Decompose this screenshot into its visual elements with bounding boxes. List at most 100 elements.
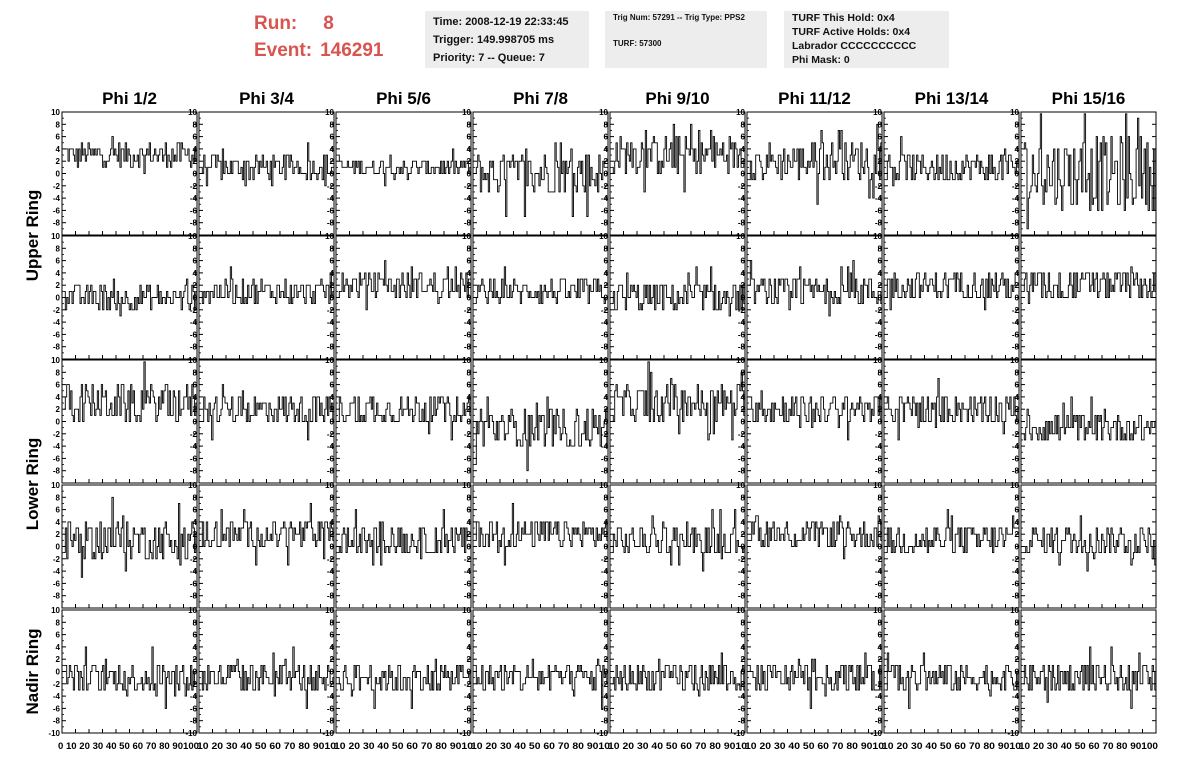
y-tick-label: 0: [1015, 543, 1020, 552]
y-tick-label: 8: [56, 493, 61, 502]
y-tick-label: 4: [467, 643, 472, 652]
y-tick-label: 0: [193, 418, 198, 427]
y-tick-label: -8: [190, 467, 198, 476]
y-tick-label: 0: [741, 543, 746, 552]
y-tick-label: 6: [193, 133, 198, 142]
waveform-trace: [1023, 266, 1157, 305]
y-tick-label: 10: [51, 481, 60, 490]
y-tick-label: 8: [467, 493, 472, 502]
y-tick-label: 2: [467, 281, 472, 290]
y-tick-label: 0: [467, 668, 472, 677]
y-tick-label: 6: [604, 133, 609, 142]
y-tick-label: 0: [878, 294, 883, 303]
y-tick-label: 8: [604, 618, 609, 627]
y-tick-label: 8: [467, 368, 472, 377]
y-tick-label: 0: [1015, 668, 1020, 677]
y-tick-label: 2: [1015, 281, 1020, 290]
y-tick-label: -4: [738, 442, 746, 451]
y-tick-label: -4: [464, 194, 472, 203]
y-tick-label: 8: [1015, 120, 1020, 129]
y-tick-label: -6: [464, 330, 472, 339]
y-tick-label: 0: [56, 294, 61, 303]
y-tick-label: 8: [193, 368, 198, 377]
y-tick-label: -6: [601, 206, 609, 215]
waveform-trace: [64, 361, 198, 422]
y-tick-label: -10: [459, 729, 471, 738]
panel-frame: [746, 111, 883, 236]
y-tick-label: 4: [878, 643, 883, 652]
y-tick-label: -4: [601, 692, 609, 701]
waveform-trace: [749, 515, 883, 560]
y-tick-label: -4: [875, 318, 883, 327]
y-tick-label: 8: [1015, 493, 1020, 502]
y-tick-label: 2: [56, 655, 61, 664]
y-tick-label: -4: [601, 318, 609, 327]
y-tick-label: 4: [467, 393, 472, 402]
y-tick-label: 10: [599, 356, 608, 365]
y-tick-label: -2: [190, 680, 198, 689]
y-tick-label: 10: [599, 232, 608, 241]
waveform-trace: [1023, 515, 1157, 572]
y-tick-label: 0: [330, 668, 335, 677]
y-tick-label: 6: [878, 257, 883, 266]
y-tick-label: -6: [1012, 206, 1020, 215]
panel-frame: [472, 484, 609, 609]
y-tick-label: 10: [188, 356, 197, 365]
y-tick-label: -6: [1012, 454, 1020, 463]
y-tick-label: -4: [601, 442, 609, 451]
y-tick-label: 2: [741, 405, 746, 414]
y-tick-label: 8: [330, 493, 335, 502]
y-tick-label: 10: [1010, 481, 1019, 490]
y-tick-label: 4: [193, 145, 198, 154]
y-tick-label: 4: [604, 393, 609, 402]
y-tick-label: 6: [56, 257, 61, 266]
y-tick-label: 10: [1010, 108, 1019, 117]
y-tick-label: 0: [330, 543, 335, 552]
y-tick-label: 0: [1015, 170, 1020, 179]
waveform-trace: [1023, 396, 1157, 441]
y-tick-label: -8: [464, 343, 472, 352]
y-tick-label: 8: [878, 368, 883, 377]
y-tick-label: -6: [464, 454, 472, 463]
y-tick-label: 2: [741, 281, 746, 290]
y-tick-label: 2: [604, 405, 609, 414]
y-tick-label: 0: [741, 170, 746, 179]
y-tick-label: 8: [604, 493, 609, 502]
y-tick-label: -4: [464, 692, 472, 701]
y-tick-label: 10: [873, 108, 882, 117]
y-tick-label: -2: [875, 430, 883, 439]
y-tick-label: 6: [467, 631, 472, 640]
y-tick-label: 10: [873, 232, 882, 241]
y-tick-label: -6: [327, 330, 335, 339]
y-tick-label: 0: [878, 543, 883, 552]
y-tick-label: 8: [56, 368, 61, 377]
y-tick-label: 6: [878, 133, 883, 142]
y-tick-label: 10: [188, 606, 197, 615]
column-title-2: Phi 3/4: [239, 89, 294, 108]
y-tick-label: -6: [464, 704, 472, 713]
waveform-trace: [475, 142, 609, 218]
y-tick-label: 0: [330, 170, 335, 179]
y-tick-label: -10: [870, 729, 882, 738]
y-tick-label: 2: [604, 281, 609, 290]
waveform-trace: [475, 658, 609, 709]
y-tick-label: 6: [604, 631, 609, 640]
y-tick-label: -8: [190, 343, 198, 352]
x-tick-labels-5: 10 20 30 40 50 60 70 80 9010: [608, 741, 747, 751]
y-tick-label: -2: [327, 306, 335, 315]
y-tick-label: 6: [1015, 257, 1020, 266]
y-tick-label: -8: [53, 343, 61, 352]
y-tick-label: -4: [190, 567, 198, 576]
y-tick-label: 8: [193, 618, 198, 627]
y-tick-label: 2: [1015, 405, 1020, 414]
y-tick-label: 2: [878, 655, 883, 664]
y-tick-label: -10: [48, 729, 60, 738]
y-tick-label: 0: [604, 668, 609, 677]
y-tick-label: 2: [330, 405, 335, 414]
y-tick-label: 10: [51, 606, 60, 615]
y-tick-label: -8: [601, 592, 609, 601]
y-tick-label: 0: [467, 543, 472, 552]
y-tick-label: -2: [1012, 430, 1020, 439]
y-tick-label: -6: [875, 206, 883, 215]
y-tick-label: 4: [56, 393, 61, 402]
